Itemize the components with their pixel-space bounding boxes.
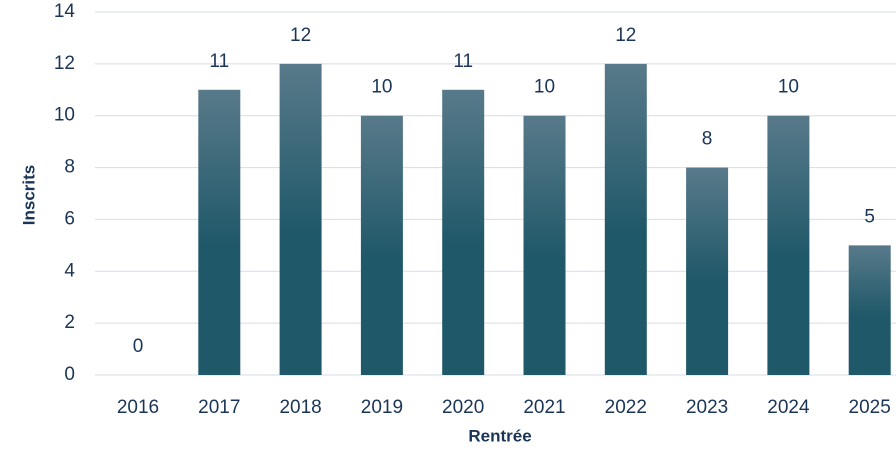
x-tick-label: 2025 [849,397,891,418]
x-tick-label: 2024 [767,397,810,418]
bar [848,245,891,375]
data-label: 10 [371,77,392,98]
bar [767,115,810,375]
data-label: 10 [534,77,555,98]
bar [442,89,485,376]
bar [198,89,241,376]
x-tick-label: 2022 [605,397,647,418]
x-tick-label: 2018 [279,397,321,418]
y-tick-label: 4 [64,260,75,281]
bar [686,167,729,375]
bar [523,115,566,375]
x-tick-label: 2016 [117,397,159,418]
data-label: 5 [864,206,875,227]
y-tick-label: 12 [54,53,75,74]
data-label: 11 [453,51,473,72]
x-tick-label: 2019 [361,397,403,418]
x-tick-label: 2023 [686,397,728,418]
x-tick-label: 2021 [523,397,565,418]
data-label: 12 [615,25,636,46]
y-tick-label: 10 [54,105,75,126]
data-label: 12 [290,25,311,46]
y-tick-label: 14 [54,1,76,22]
bar [360,115,403,375]
y-tick-label: 0 [64,364,75,385]
x-tick-label: 2020 [442,397,484,418]
data-label: 11 [209,51,229,72]
x-axis-label: Rentrée [468,426,531,445]
data-label: 10 [778,77,799,98]
bar [604,63,647,375]
x-tick-label: 2017 [198,397,240,418]
data-label: 8 [702,129,713,150]
bar [279,63,322,375]
y-tick-label: 2 [64,312,75,333]
data-label: 0 [133,336,144,357]
y-tick-label: 8 [64,157,75,178]
y-axis-label: Inscrits [19,165,38,225]
y-tick-label: 6 [64,208,75,229]
